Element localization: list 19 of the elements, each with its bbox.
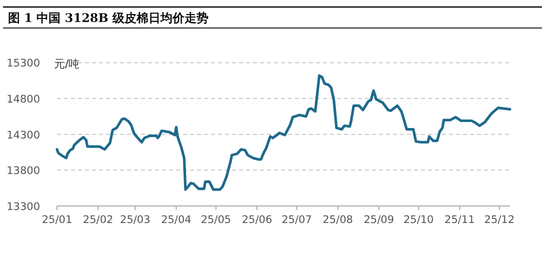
x-tick-label: 25/03 [120, 214, 150, 226]
chart-title: 图 1 中国 3128B 级皮棉日均价走势 [8, 11, 209, 25]
x-tick-label: 25/01 [42, 214, 72, 226]
y-axis-title: 元/吨 [54, 58, 80, 71]
x-tick-label: 25/08 [322, 214, 353, 226]
x-tick-label: 25/11 [444, 214, 475, 226]
y-tick-label: 14300 [6, 129, 40, 142]
y-tick-label: 14800 [6, 94, 40, 106]
x-tick-label: 25/02 [82, 214, 114, 226]
x-tick-label: 25/06 [242, 214, 272, 226]
x-tick-label: 25/07 [282, 214, 312, 226]
x-tick-label: 25/12 [484, 214, 515, 226]
y-tick-label: 13800 [6, 165, 40, 178]
x-tick-label: 25/09 [364, 214, 394, 226]
y-tick-label: 15300 [6, 58, 40, 70]
x-tick-label: 25/05 [200, 214, 232, 226]
x-tick-label: 25/10 [403, 214, 434, 226]
y-tick-label: 13300 [6, 201, 40, 213]
x-tick-label: 25/04 [161, 214, 192, 226]
